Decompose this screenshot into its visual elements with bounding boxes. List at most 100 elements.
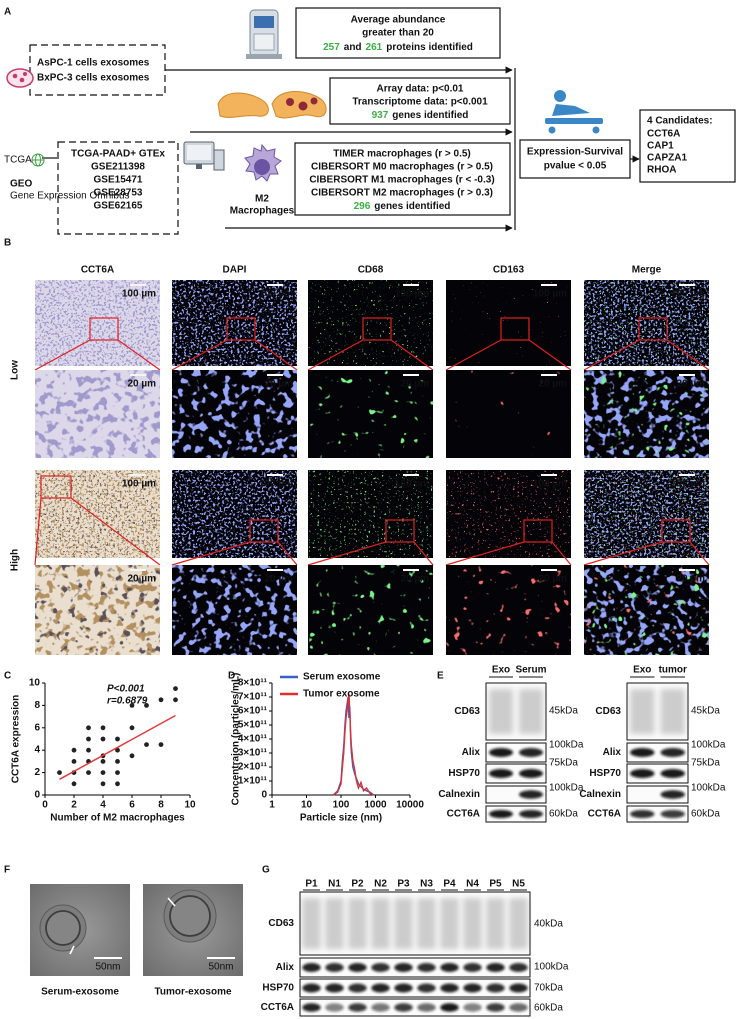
blot-band [486,963,505,972]
macrophage-icon [244,143,282,182]
micrograph-stain [172,565,297,655]
scatter-point [129,753,135,759]
scale-label: 50nm [95,962,120,973]
candidate: CAPZA1 [647,153,687,164]
scatter-point [100,759,106,764]
micrograph-stain [35,280,160,366]
blot-band [417,1003,436,1012]
blot-smear [519,689,543,734]
scale-label: 20 µm [400,379,429,390]
scale-label: 100 µm [533,289,567,300]
count-part: 296 [354,201,371,212]
panel-label: A [4,7,11,18]
blot-smear [325,898,344,949]
box-text: pvalue < 0.05 [544,161,607,172]
blot-smear [463,898,482,949]
blot-smear [630,689,655,734]
legend-label: Serum exosome [303,672,381,683]
blot-band [519,748,543,757]
size-label: 100kDa [549,740,584,751]
y-tick-label: 6 [34,722,40,733]
marker-label: CCT6A [588,809,621,820]
scatter-point [115,736,120,742]
lane-label: P3 [397,879,410,890]
marker-label: CD63 [595,706,621,717]
scatter-point [100,736,106,742]
vesicle [169,895,211,937]
blot-band [440,1003,459,1012]
x-axis-title: Particle size (nm) [300,813,382,824]
scatter-point [158,742,164,747]
x-tick-label: 4 [100,800,106,811]
blot-band [394,983,413,993]
scale-label: 100 µm [671,479,705,490]
zoom-line [254,339,298,371]
count-part: 937 [372,110,389,121]
y-tick-label: 2 [34,767,40,778]
y-axis-title: Concentraion (particles/mL) [231,673,242,806]
scatter-point [100,781,106,787]
dashed-box [29,44,166,96]
lane-label: tumor [659,665,687,676]
blot-band [519,810,543,818]
y-tick-label: 4 [34,745,40,756]
blot-smear [417,898,436,949]
zoom-box [638,317,668,341]
blot-band [348,1003,367,1012]
marker-label: HSP70 [448,768,480,779]
marker-label: Calnexin [579,789,621,800]
row-label: Low [10,360,21,380]
zoom-box [40,475,72,499]
candidate: RHOA [647,165,676,176]
count-line: 296 genes identified [354,201,451,212]
zoom-box [385,519,415,543]
scatter-point [173,686,178,691]
cell-label: M2 [255,194,269,205]
size-label: 70kDa [534,983,563,994]
blot-frame [299,957,531,978]
blot-smear [371,898,390,949]
candidate: CAP1 [647,141,674,152]
legend-label: Tumor exosome [303,689,380,700]
blot-band [463,963,482,972]
micrograph-stain [446,280,571,366]
blot-frame [485,742,547,763]
blot-band [489,810,513,818]
pointer-arrow [167,897,176,907]
y-axis-title: CCT6A expression [11,695,22,784]
size-label: 45kDa [691,706,720,717]
scatter-point [115,781,120,787]
blot-band [660,748,685,757]
blot-band [302,983,321,993]
blot-smear [302,898,321,949]
zoom-line [34,339,91,371]
micrograph-stain [35,565,160,655]
zoom-line [117,339,161,371]
zoom-line [307,541,387,566]
zoom-line [583,541,663,566]
blot-frame [626,763,689,784]
lane-label: N1 [328,879,341,890]
blot-smear [486,898,505,949]
blot-band [440,963,459,972]
globe-icon [31,153,45,167]
blot-band [486,1003,505,1012]
zoom-line [34,497,42,566]
column-header: CCT6A [81,265,114,276]
micrograph-stain [584,470,709,558]
marker-label: CCT6A [447,809,480,820]
micrograph-stain [172,280,297,366]
blot-band [302,963,321,972]
zoom-line [171,339,228,371]
panel-label: D [228,671,235,682]
annotation: P<0.001 [107,684,145,695]
zoom-line [583,339,640,371]
scale-label: 100 µm [533,479,567,490]
scale-label: 20 µm [538,574,567,585]
size-label: 60kDa [691,809,720,820]
micrograph-stain [308,280,433,366]
x-tick-label: 1 [269,800,275,811]
box-text: TIMER macrophages (r > 0.5) [333,149,471,160]
box-text: CIBERSORT M1 macrophages (r < -0.3) [309,175,494,186]
scatter-point [115,770,120,775]
